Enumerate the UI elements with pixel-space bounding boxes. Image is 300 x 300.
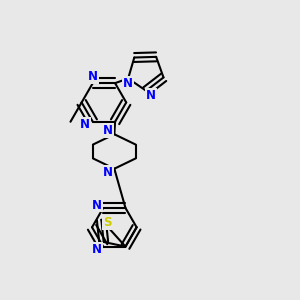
- Text: N: N: [123, 77, 133, 90]
- Text: N: N: [92, 243, 102, 256]
- Text: N: N: [88, 70, 98, 83]
- Text: N: N: [146, 89, 156, 102]
- Text: N: N: [80, 118, 90, 131]
- Text: N: N: [103, 166, 113, 179]
- Text: N: N: [92, 199, 102, 212]
- Text: N: N: [103, 124, 113, 137]
- Text: S: S: [103, 216, 112, 229]
